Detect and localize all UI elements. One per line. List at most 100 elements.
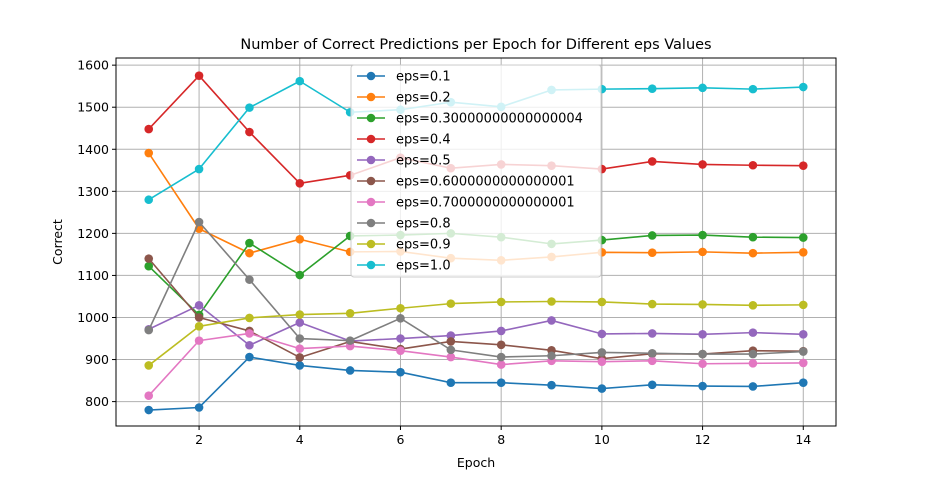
data-point [396, 367, 405, 377]
series-line-4 [144, 300, 808, 350]
data-point [698, 330, 707, 339]
legend-label: eps=0.8 [396, 217, 451, 232]
x-axis-label: Epoch [457, 455, 495, 470]
data-point [144, 195, 154, 205]
data-point [245, 352, 254, 362]
legend-marker [366, 239, 376, 249]
data-point [446, 331, 456, 340]
x-tick-label: 8 [497, 432, 505, 447]
data-point [396, 303, 405, 313]
data-point [597, 329, 607, 339]
x-tick-label: 2 [195, 432, 203, 447]
data-point [144, 391, 154, 401]
y-tick-label: 1100 [77, 268, 109, 283]
data-point [446, 337, 456, 346]
data-point [245, 238, 254, 248]
data-point [547, 316, 556, 325]
data-point [345, 308, 355, 318]
data-point [597, 357, 607, 366]
legend-label: eps=0.1 [396, 70, 451, 85]
series-path [148, 300, 804, 367]
legend-marker [366, 71, 376, 81]
legend-marker [366, 155, 376, 165]
data-point [798, 330, 808, 339]
data-point [698, 359, 707, 369]
data-point [396, 346, 405, 356]
legend-item: eps=0.1 [357, 70, 451, 85]
legend-marker [366, 134, 376, 144]
legend-box [350, 64, 602, 278]
data-point [647, 329, 657, 338]
data-point [496, 297, 506, 307]
data-point [194, 322, 204, 331]
data-point [748, 382, 758, 391]
legend: eps=0.1 eps=0.2 eps=0.30000000000000004 eps… [350, 64, 602, 278]
data-point [295, 334, 305, 343]
plot-frame [115, 57, 837, 427]
data-point [798, 248, 808, 257]
data-point [698, 349, 707, 359]
data-point [345, 336, 355, 345]
y-tick-label: 1400 [77, 142, 109, 157]
legend-item: eps=0.30000000000000004 [357, 112, 583, 127]
data-point [597, 297, 607, 307]
legend-item: eps=1.0 [357, 259, 451, 274]
chart-title: Number of Correct Predictions per Epoch … [240, 37, 711, 53]
legend-item: eps=0.8 [357, 217, 451, 232]
data-point [698, 230, 707, 240]
data-point [597, 384, 607, 393]
data-point [798, 378, 808, 387]
data-point [194, 336, 204, 345]
x-tick-label: 14 [795, 432, 811, 447]
y-tick-label: 1300 [77, 184, 109, 199]
data-point [295, 179, 305, 188]
series-line-6 [144, 329, 808, 401]
legend-item: eps=0.2 [357, 91, 451, 106]
data-point [345, 366, 355, 375]
legend-item: eps=0.7000000000000001 [357, 196, 575, 211]
data-point [446, 352, 456, 362]
legend-label: eps=0.4 [396, 133, 451, 148]
legend-label: eps=0.7000000000000001 [396, 196, 575, 211]
data-point [647, 348, 657, 358]
legend-marker [366, 218, 376, 228]
data-point [647, 84, 657, 94]
data-point [396, 334, 405, 343]
x-tick-label: 12 [695, 432, 711, 447]
data-point [547, 351, 556, 361]
data-point [496, 352, 506, 362]
y-tick-label: 1000 [77, 310, 109, 325]
data-point [144, 124, 154, 134]
x-tick-label: 4 [296, 432, 304, 447]
data-point [295, 353, 305, 362]
data-point [647, 231, 657, 240]
data-point [295, 76, 305, 86]
data-point [144, 261, 154, 271]
series-path [148, 221, 804, 358]
data-point [446, 378, 456, 387]
series-line-0 [144, 352, 808, 415]
y-axis-ticks: 800 900 1000 1100 1200 1300 1400 1500 1600 [77, 58, 116, 409]
legend-marker [366, 260, 376, 270]
data-point [496, 360, 506, 369]
data-point [748, 328, 758, 337]
series-path [148, 332, 804, 397]
legend-label: eps=0.2 [396, 91, 451, 106]
data-point [295, 270, 305, 280]
data-point [245, 248, 254, 258]
data-point [698, 381, 707, 391]
legend-label: eps=1.0 [396, 259, 451, 274]
legend-marker [366, 113, 376, 123]
data-point [144, 254, 154, 263]
data-point [647, 299, 657, 309]
y-tick-label: 1600 [77, 58, 109, 73]
data-point [698, 83, 707, 93]
data-point [295, 318, 305, 327]
data-point [144, 361, 154, 370]
data-point [798, 161, 808, 170]
y-tick-label: 1500 [77, 100, 109, 115]
x-tick-label: 6 [396, 432, 404, 447]
data-point [194, 313, 204, 322]
data-point [446, 345, 456, 355]
